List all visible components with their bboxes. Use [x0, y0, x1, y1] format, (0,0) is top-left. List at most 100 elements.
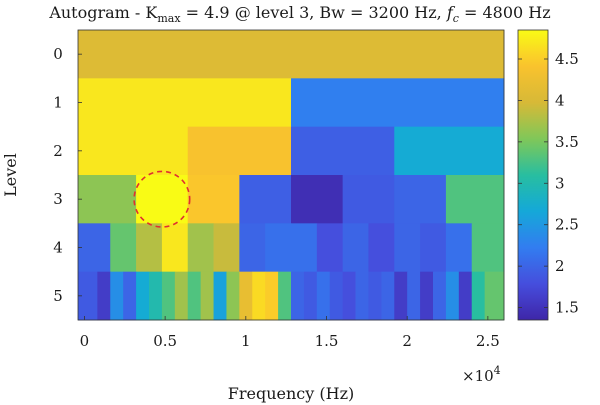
heatmap-cell	[471, 223, 505, 273]
x-tick-label: 2.5	[476, 332, 500, 350]
chart-title: Autogram - Kmax = 4.9 @ level 3, Bw = 32…	[48, 3, 550, 25]
x-tick-label: 0	[80, 332, 90, 350]
heatmap-cell	[161, 271, 176, 321]
heatmap-cell	[265, 223, 292, 273]
heatmap-cell	[110, 271, 124, 321]
heatmap-cell	[445, 223, 473, 273]
heatmap-cell	[342, 223, 369, 273]
heatmap-cell	[226, 271, 240, 321]
heatmap-cell	[291, 175, 344, 224]
heatmap-cell	[187, 175, 240, 224]
y-axis: 0 1 2 3 4 5	[53, 45, 82, 305]
heatmap-cell	[420, 271, 434, 321]
heatmap-cell	[161, 223, 189, 273]
title-middle: = 4.9 @ level 3, Bw = 3200 Hz,	[181, 3, 447, 22]
colorbar-tick-label: 4	[555, 91, 565, 109]
heatmap-cell	[291, 78, 505, 128]
heatmap-cell	[291, 223, 318, 273]
heatmap-cell	[78, 30, 505, 79]
heatmap-cell	[252, 271, 266, 321]
colorbar	[517, 29, 549, 321]
colorbar-tick-label: 3	[555, 174, 565, 192]
heatmap-cell	[394, 175, 447, 224]
heatmap-cell	[394, 223, 421, 273]
heatmap-cell	[213, 271, 227, 321]
heatmap-cell	[445, 271, 460, 321]
y-axis-label: Level	[1, 153, 20, 197]
heatmap-cell	[187, 271, 202, 321]
heatmap-cell	[394, 126, 505, 176]
heatmap-cell	[78, 78, 292, 128]
title-fc-sub: c	[453, 12, 459, 25]
x-multiplier-base: ×10	[462, 367, 494, 385]
title-kmax-sub: max	[157, 12, 181, 25]
heatmap-cell	[200, 271, 214, 321]
plot-frame	[77, 29, 505, 321]
heatmap-cell	[239, 223, 266, 273]
heatmap-cell	[458, 271, 473, 321]
heatmap-cell	[303, 271, 318, 321]
heatmap-cell	[368, 223, 395, 273]
heatmap-cell	[136, 271, 150, 321]
x-tick-label: 2	[402, 332, 412, 350]
heatmap-cell	[381, 271, 395, 321]
heatmap-cell	[97, 271, 111, 321]
colorbar-tick-label: 2.5	[555, 216, 579, 234]
heatmap-cell	[78, 223, 111, 273]
heatmap-cell	[78, 175, 137, 224]
heatmap-cell	[445, 175, 505, 224]
heatmap-cell	[471, 271, 486, 321]
heatmap-cell	[342, 271, 356, 321]
heatmap-cell	[187, 126, 292, 176]
heatmap-cell	[342, 175, 395, 224]
y-tick-label: 0	[53, 45, 63, 63]
colorbar-tick-label: 2	[555, 257, 565, 275]
heatmap-cell	[316, 271, 331, 321]
title-fc-var: f	[446, 3, 456, 22]
max-kurtosis-marker	[133, 170, 191, 228]
x-multiplier-exp: 4	[494, 364, 501, 377]
colorbar-tick-label: 4.5	[555, 50, 579, 68]
heatmap-cell	[394, 271, 408, 321]
x-multiplier: ×104	[462, 364, 501, 385]
heatmap-cell	[110, 223, 137, 273]
heatmap-cell	[123, 271, 137, 321]
heatmap-cell	[239, 271, 253, 321]
y-tick-label: 5	[53, 287, 63, 305]
x-tick-label: 0.5	[153, 332, 177, 350]
x-tick-label: 1.5	[315, 332, 339, 350]
colorbar-tick-label: 1.5	[555, 299, 579, 317]
heatmap-cell	[265, 271, 279, 321]
heatmap-cell	[329, 271, 344, 321]
heatmap-cell	[174, 271, 189, 321]
title-prefix: Autogram - K	[48, 3, 158, 22]
heatmap-cell	[291, 126, 395, 176]
heatmap-cell	[316, 223, 344, 273]
heatmap-cell	[407, 271, 421, 321]
heatmap-cell	[78, 271, 98, 321]
heatmap-cell	[433, 271, 447, 321]
colorbar-tick-label: 3.5	[555, 133, 579, 151]
y-tick-label: 2	[53, 142, 63, 160]
heatmap-cell	[368, 271, 382, 321]
heatmap-cell	[213, 223, 240, 273]
heatmap-cell	[484, 271, 505, 321]
heatmap-cell	[239, 175, 292, 224]
x-axis-label: Frequency (Hz)	[228, 384, 355, 403]
x-tick-label: 1	[241, 332, 251, 350]
heatmap-cell	[420, 223, 447, 273]
heatmap-cell	[149, 271, 163, 321]
heatmap-cell	[278, 271, 292, 321]
heatmap-cell	[78, 126, 189, 176]
heatmap-cell	[136, 223, 163, 273]
heatmap-cell	[355, 271, 369, 321]
colorbar-ticks: 1.5 2 2.5 3 3.5 4 4.5	[518, 50, 579, 317]
y-tick-label: 4	[53, 239, 63, 257]
title-suffix: = 4800 Hz	[459, 3, 551, 22]
heatmap-cells	[78, 30, 505, 321]
y-tick-label: 1	[53, 94, 63, 112]
heatmap-cell	[187, 223, 214, 273]
heatmap-cell	[291, 271, 305, 321]
y-tick-label: 3	[53, 190, 63, 208]
